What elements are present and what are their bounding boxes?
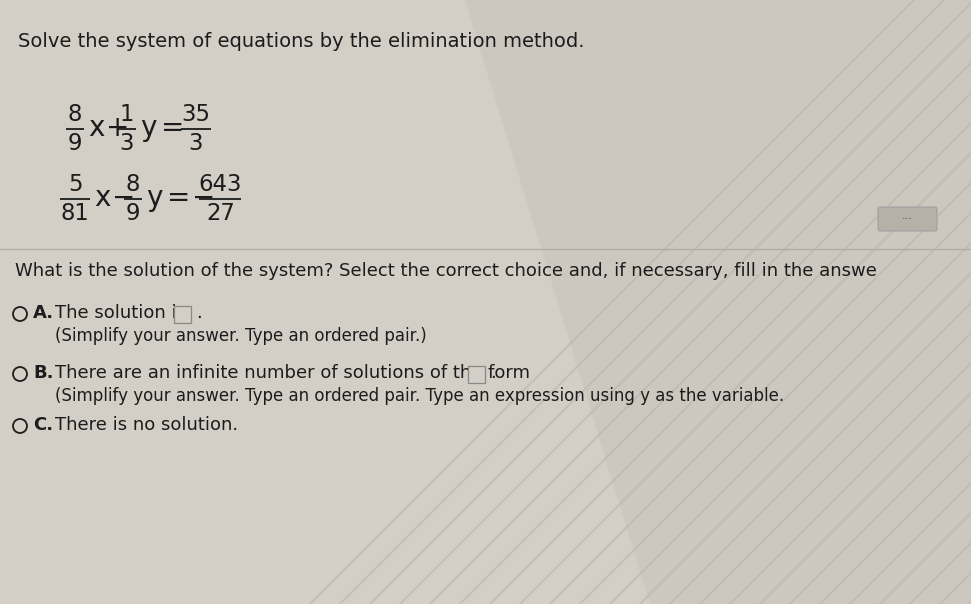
Text: 35: 35 [182,103,211,126]
Text: 3: 3 [188,132,203,155]
Text: 8: 8 [126,173,140,196]
Text: =: = [161,114,184,142]
Polygon shape [465,0,971,604]
Text: 9: 9 [126,202,140,225]
Text: 643: 643 [199,173,242,196]
Text: −: − [192,184,216,212]
Text: y: y [146,184,162,212]
Text: .: . [196,304,202,322]
Text: 5: 5 [68,173,83,196]
Text: +: + [106,114,129,142]
Text: There are an infinite number of solutions of the form: There are an infinite number of solution… [55,364,530,382]
Text: −: − [112,184,135,212]
Text: The solution is: The solution is [55,304,186,322]
Text: ···: ··· [901,214,913,224]
Text: x: x [94,184,111,212]
Text: Solve the system of equations by the elimination method.: Solve the system of equations by the eli… [18,32,585,51]
Text: B.: B. [33,364,53,382]
Text: 81: 81 [60,202,89,225]
Text: C.: C. [33,416,53,434]
Text: (Simplify your answer. Type an ordered pair. Type an expression using y as the v: (Simplify your answer. Type an ordered p… [55,387,785,405]
Text: What is the solution of the system? Select the correct choice and, if necessary,: What is the solution of the system? Sele… [15,262,877,280]
Text: 8: 8 [68,103,83,126]
FancyBboxPatch shape [878,207,937,231]
Text: x: x [88,114,104,142]
FancyBboxPatch shape [174,306,191,323]
Text: There is no solution.: There is no solution. [55,416,238,434]
Text: .: . [490,364,496,382]
Text: (Simplify your answer. Type an ordered pair.): (Simplify your answer. Type an ordered p… [55,327,426,345]
Text: 9: 9 [68,132,83,155]
Text: 27: 27 [206,202,235,225]
Text: 1: 1 [119,103,134,126]
Text: y: y [140,114,156,142]
Text: =: = [167,184,190,212]
Text: 3: 3 [119,132,134,155]
FancyBboxPatch shape [468,365,485,382]
Text: A.: A. [33,304,54,322]
